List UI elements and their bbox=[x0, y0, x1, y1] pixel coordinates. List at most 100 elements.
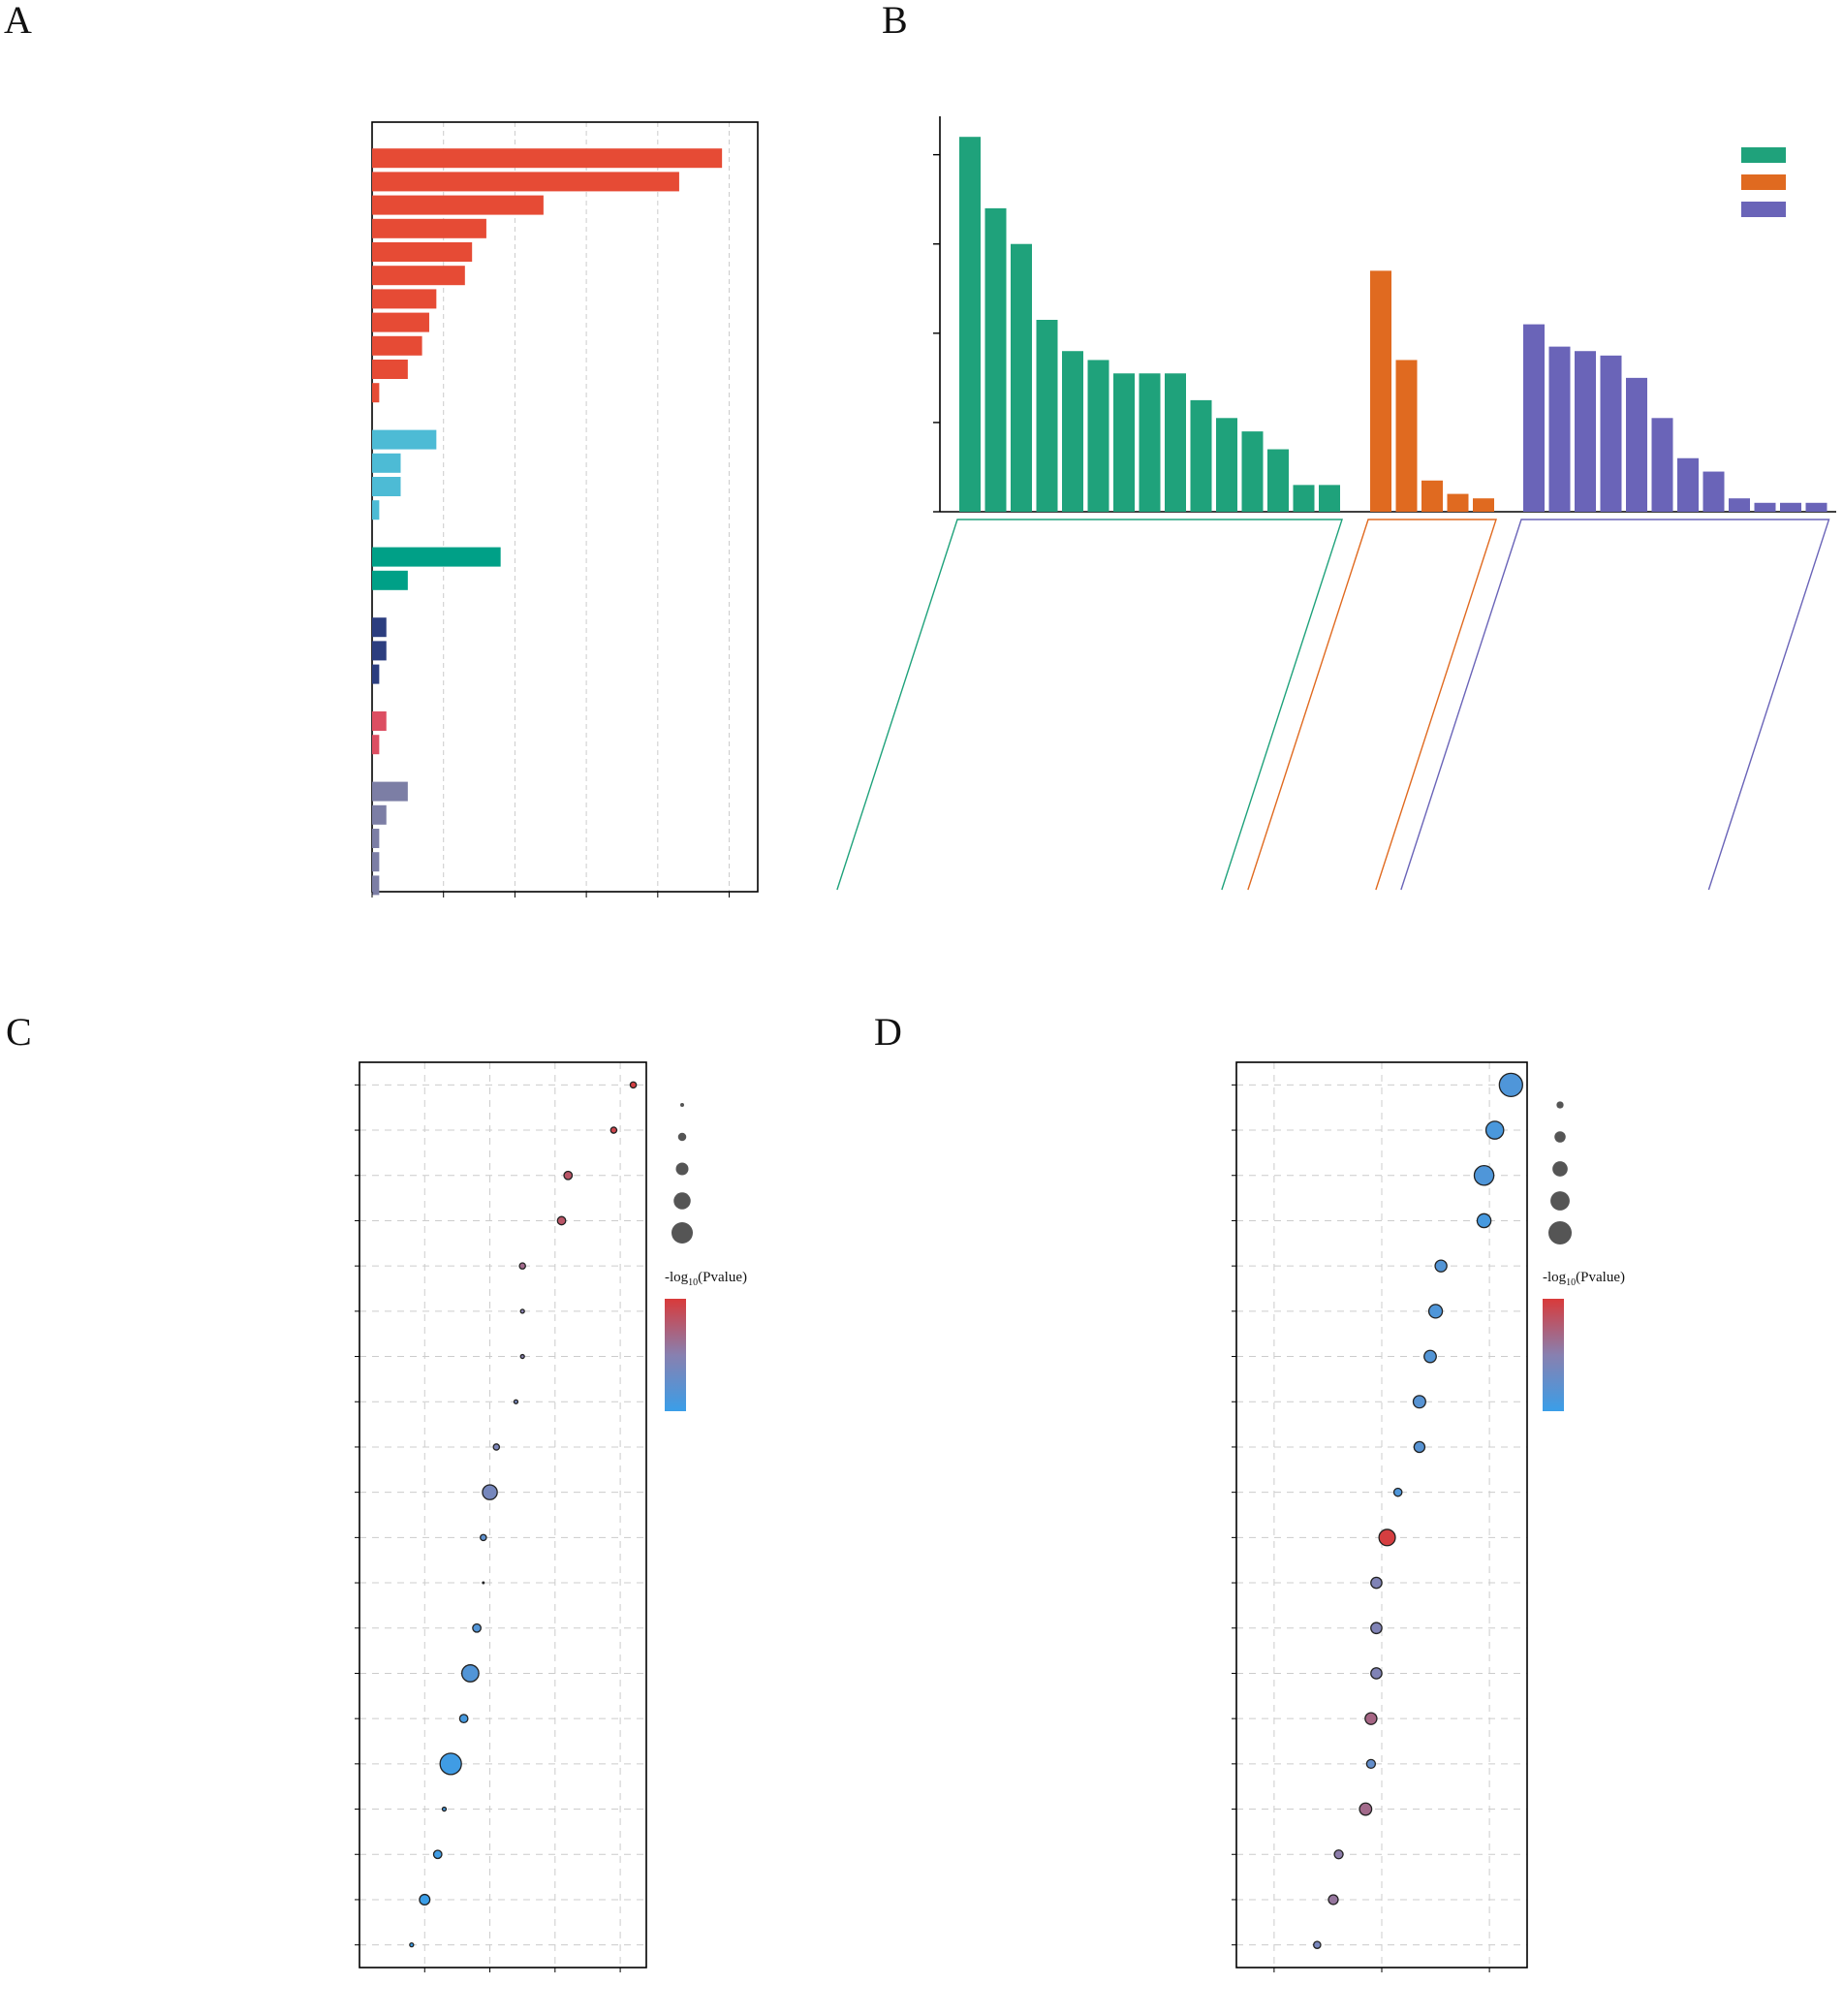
data-point bbox=[1370, 1667, 1383, 1680]
bar bbox=[372, 266, 465, 286]
size-legend-dot bbox=[1554, 1131, 1566, 1143]
bar bbox=[372, 781, 408, 802]
bar bbox=[1523, 324, 1545, 512]
bar bbox=[1651, 418, 1673, 512]
bar bbox=[1113, 373, 1135, 512]
data-point bbox=[482, 1581, 485, 1585]
bar bbox=[372, 547, 501, 567]
size-legend-dot bbox=[680, 1103, 684, 1107]
data-point bbox=[1365, 1758, 1377, 1769]
bar bbox=[984, 207, 1007, 512]
bar bbox=[1139, 373, 1161, 512]
panel-d: D -log10(Pvalue) bbox=[874, 1010, 1625, 1972]
size-legend-dot bbox=[675, 1162, 689, 1176]
data-point bbox=[1476, 1213, 1492, 1229]
bar bbox=[1600, 355, 1622, 512]
data-point bbox=[1434, 1259, 1448, 1273]
data-point bbox=[472, 1622, 482, 1633]
data-point bbox=[460, 1664, 480, 1683]
group-bracket bbox=[1247, 519, 1497, 891]
bar bbox=[372, 289, 437, 309]
bar bbox=[1473, 498, 1494, 512]
bar bbox=[1575, 351, 1596, 512]
data-point bbox=[609, 1126, 618, 1134]
data-point bbox=[1412, 1395, 1426, 1409]
data-point bbox=[458, 1714, 469, 1724]
size-legend-dot bbox=[677, 1132, 687, 1142]
bar bbox=[1036, 320, 1058, 512]
bar bbox=[1447, 493, 1469, 512]
bar bbox=[1626, 377, 1647, 512]
data-point bbox=[432, 1849, 443, 1860]
bar bbox=[1370, 270, 1391, 512]
bar bbox=[1780, 502, 1801, 512]
bar bbox=[372, 641, 387, 661]
bar bbox=[372, 617, 387, 638]
bar bbox=[372, 429, 437, 450]
bar bbox=[1319, 485, 1340, 512]
color-bar bbox=[665, 1299, 686, 1411]
bar bbox=[372, 711, 387, 731]
data-point bbox=[1427, 1304, 1444, 1319]
bar bbox=[372, 804, 387, 825]
size-legend-dot bbox=[1556, 1101, 1564, 1109]
data-point bbox=[556, 1215, 567, 1226]
bar bbox=[1805, 502, 1827, 512]
bar bbox=[372, 312, 429, 332]
data-point bbox=[441, 1806, 448, 1812]
size-legend-dot bbox=[673, 1192, 691, 1210]
data-point bbox=[482, 1484, 498, 1500]
bar bbox=[959, 137, 981, 513]
data-point bbox=[1313, 1940, 1322, 1949]
data-point bbox=[1359, 1802, 1373, 1816]
bar bbox=[1062, 351, 1083, 512]
legend-swatch bbox=[1741, 202, 1786, 217]
bar bbox=[1702, 471, 1725, 512]
panel-a: A bbox=[4, 0, 759, 898]
data-point bbox=[1413, 1440, 1426, 1454]
panel-label-c: C bbox=[6, 1010, 32, 1054]
data-point bbox=[1364, 1712, 1378, 1725]
bar bbox=[372, 477, 401, 496]
data-point bbox=[1392, 1487, 1403, 1497]
bar bbox=[1548, 346, 1571, 512]
group-bracket bbox=[1400, 519, 1830, 891]
panel-label-b: B bbox=[882, 0, 908, 42]
color-legend-title: -log10(Pvalue) bbox=[665, 1270, 747, 1288]
data-point bbox=[419, 1893, 431, 1906]
bar bbox=[1754, 502, 1776, 512]
bar bbox=[372, 735, 380, 755]
bar bbox=[1216, 418, 1237, 512]
data-point bbox=[1473, 1165, 1495, 1186]
data-point bbox=[409, 1942, 415, 1948]
data-point bbox=[1370, 1576, 1383, 1590]
data-point bbox=[492, 1443, 501, 1451]
data-point bbox=[518, 1262, 526, 1270]
legend-swatch bbox=[1741, 174, 1786, 190]
data-point bbox=[480, 1533, 487, 1542]
bar bbox=[372, 218, 486, 238]
group-bracket bbox=[836, 519, 1343, 891]
bar bbox=[372, 570, 408, 590]
bar bbox=[372, 664, 380, 684]
bar bbox=[1190, 399, 1212, 512]
data-point bbox=[519, 1308, 525, 1314]
legend-swatch bbox=[1741, 147, 1786, 163]
panel-b: B bbox=[836, 0, 1836, 891]
bar bbox=[372, 148, 723, 169]
data-point bbox=[513, 1399, 519, 1404]
bar bbox=[1421, 480, 1443, 512]
color-legend-title: -log10(Pvalue) bbox=[1543, 1270, 1625, 1288]
bar bbox=[372, 875, 380, 896]
bar bbox=[372, 852, 380, 872]
bar bbox=[1293, 485, 1315, 512]
data-point bbox=[1378, 1528, 1396, 1547]
bar bbox=[372, 500, 380, 520]
bar bbox=[1011, 243, 1032, 512]
data-point bbox=[1328, 1894, 1339, 1906]
bar bbox=[1267, 449, 1289, 512]
bar bbox=[1395, 360, 1418, 512]
data-point bbox=[1498, 1072, 1523, 1097]
data-point bbox=[563, 1170, 574, 1181]
